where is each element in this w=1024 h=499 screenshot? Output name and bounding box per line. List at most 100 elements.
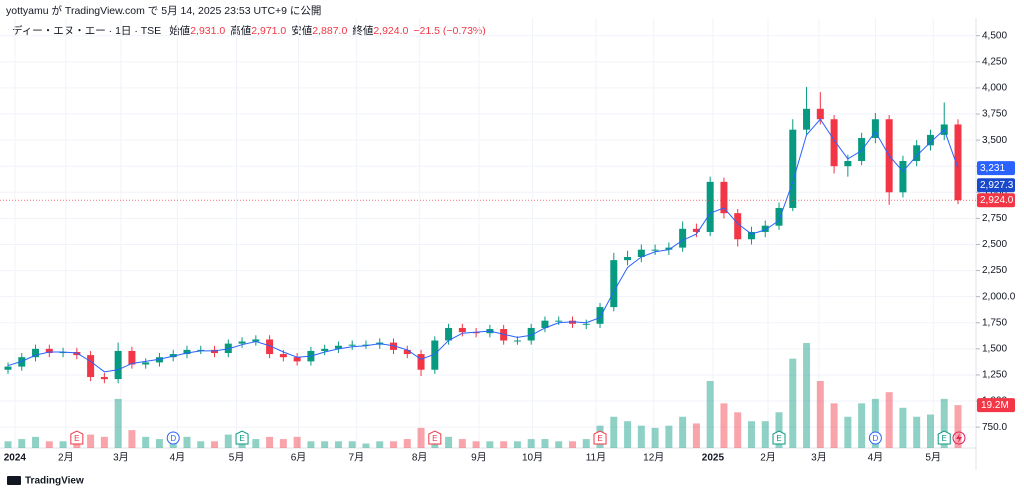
candle-body: [637, 249, 645, 258]
candle-body: [100, 377, 108, 380]
volume-bar: [87, 434, 95, 448]
candle-body: [816, 108, 824, 120]
candle-body: [197, 349, 205, 351]
y-tick-label: 3,750: [982, 109, 1007, 120]
volume-bar: [321, 441, 329, 448]
volume-bar: [775, 412, 783, 448]
volume-bar: [252, 439, 260, 448]
volume-bar: [816, 381, 824, 448]
volume-bar: [940, 398, 948, 448]
candle-body: [155, 357, 163, 363]
y-tick-label: 2,250: [982, 265, 1007, 276]
legend-ohlc-value: 2,931.0: [190, 25, 225, 37]
candle-body: [555, 320, 563, 322]
candle-body: [568, 320, 576, 324]
candle-body: [926, 134, 934, 146]
candle-body: [747, 231, 755, 240]
volume-bar: [472, 441, 480, 448]
volume-bar: [114, 398, 122, 448]
volume-bar: [307, 441, 315, 448]
volume-bar: [568, 441, 576, 448]
volume-bar: [403, 439, 411, 448]
candle-body: [445, 327, 453, 341]
candle-body: [431, 340, 439, 370]
candle-body: [266, 339, 274, 355]
volume-bar: [679, 416, 687, 448]
y-tick-label: 4,500: [982, 30, 1007, 41]
footer-logo: TradingView: [7, 476, 84, 487]
x-tick-label: 5月: [229, 452, 245, 464]
candle-body: [954, 124, 962, 201]
event-marker: [868, 431, 882, 445]
legend-change: −21.5 (−0.73%): [413, 25, 485, 37]
y-tick-label: 2,750: [982, 213, 1007, 224]
split-bolt: [956, 433, 962, 443]
volume-bar: [445, 436, 453, 448]
candle-body: [417, 354, 425, 370]
event-label: E: [776, 434, 781, 443]
x-tick-label: 2025: [702, 453, 725, 464]
price-label: 2,927.3: [980, 180, 1014, 191]
candle-body: [458, 327, 466, 333]
legend-ohlc-label: 安値: [291, 24, 312, 37]
event-label: E: [597, 434, 602, 443]
candle-body: [183, 349, 191, 355]
volume-bar: [803, 343, 811, 448]
candle-body: [142, 362, 150, 365]
legend-ohlc-label: 高値: [230, 24, 251, 37]
candle-body: [582, 323, 590, 325]
candle-body: [128, 350, 136, 365]
x-tick-label: 2024: [4, 453, 27, 464]
volume-bar: [376, 441, 384, 448]
candle-body: [734, 213, 742, 240]
candle-body: [858, 138, 866, 161]
volume-bar: [926, 414, 934, 448]
candle-body: [596, 307, 604, 324]
x-tick-label: 4月: [170, 452, 186, 464]
x-tick-label: 11月: [586, 452, 606, 464]
y-tick-label: 3,500: [982, 135, 1007, 146]
split-marker: [952, 431, 966, 445]
volume-bar: [211, 441, 219, 448]
y-tick-label: 1,500: [982, 343, 1007, 354]
legend-ohlc-label: 始値: [169, 24, 190, 37]
candle-body: [541, 320, 549, 328]
y-tick-label: 4,000: [982, 83, 1007, 94]
event-marker: [937, 430, 951, 445]
volume-bar: [527, 439, 535, 448]
volume-bar: [513, 441, 521, 448]
candle-body: [293, 357, 301, 362]
candle-body: [830, 119, 838, 167]
logo-text: TradingView: [25, 476, 84, 487]
volume-bar: [18, 439, 26, 448]
price-label: 3,231: [980, 163, 1005, 174]
candle-body: [844, 160, 852, 167]
candle-body: [238, 341, 246, 344]
candle-body: [913, 145, 921, 161]
x-tick-label: 7月: [349, 452, 365, 464]
x-tick-label: 2月: [760, 452, 776, 464]
volume-bar: [541, 439, 549, 448]
event-marker: [428, 430, 442, 445]
candle-body: [803, 108, 811, 130]
published-note: yottyamu が TradingView.com で 5月 14, 2025…: [6, 4, 321, 17]
moving-average: [7, 118, 959, 373]
candle-body: [211, 349, 219, 354]
x-tick-label: 3月: [113, 452, 129, 464]
event-label: D: [170, 434, 176, 443]
x-tick-label: 4月: [868, 452, 884, 464]
volume-label-box: [977, 398, 1015, 413]
volume-bar: [747, 421, 755, 448]
volume-bar: [362, 443, 370, 448]
legend-symbol: ディー・エヌ・エー · 1日 · TSE: [12, 24, 161, 37]
y-tick-label: 1,250: [982, 370, 1007, 381]
volume-bar: [637, 425, 645, 448]
volume-bar: [100, 436, 108, 448]
volume-bar: [45, 441, 53, 448]
legend-ohlc-value: 2,971.0: [251, 25, 286, 37]
candle-body: [706, 181, 714, 232]
volume-bar: [417, 427, 425, 448]
x-tick-label: 6月: [291, 452, 307, 464]
